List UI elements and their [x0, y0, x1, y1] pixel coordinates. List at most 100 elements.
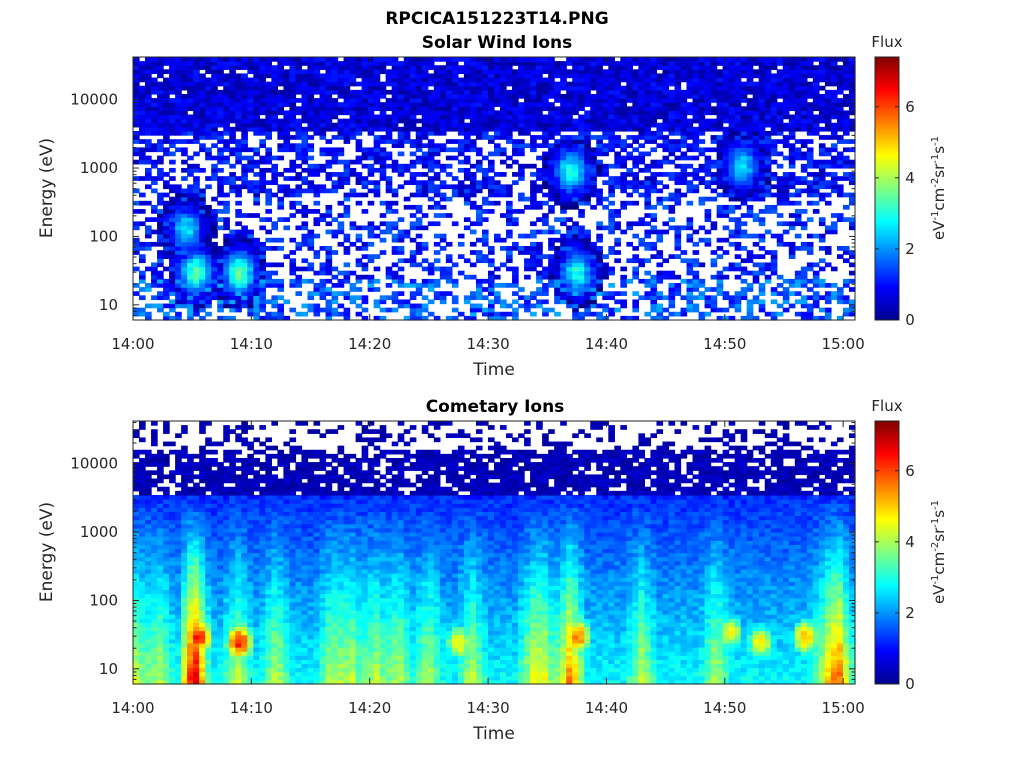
- heatmap-cell: [614, 221, 621, 227]
- heatmap-cell: [193, 69, 200, 75]
- heatmap-cell: [199, 118, 206, 124]
- heatmap-cell: [800, 209, 808, 214]
- heatmap-cell: [734, 98, 742, 103]
- heatmap-cell: [662, 89, 670, 95]
- heatmap-cell: [427, 57, 435, 62]
- heatmap-cell: [584, 188, 591, 194]
- heatmap-cell: [211, 130, 218, 136]
- heatmap-cell: [487, 287, 495, 292]
- heatmap-cell: [451, 93, 459, 99]
- heatmap-cell: [469, 204, 477, 210]
- heatmap-cell: [638, 130, 646, 136]
- heatmap-cell: [211, 167, 218, 173]
- heatmap-cell: [566, 303, 573, 309]
- heatmap-cell: [169, 196, 176, 202]
- heatmap-cell: [433, 126, 441, 132]
- heatmap-cell: [578, 250, 585, 255]
- heatmap-cell: [397, 106, 405, 112]
- heatmap-cell: [481, 77, 489, 83]
- heatmap-cell: [391, 278, 399, 284]
- heatmap-cell: [259, 315, 266, 321]
- heatmap-cell: [199, 217, 206, 222]
- heatmap-cell: [512, 73, 519, 79]
- heatmap-cell: [145, 81, 152, 87]
- heatmap-cell: [163, 192, 170, 198]
- heatmap-cell: [716, 291, 724, 296]
- heatmap-cell: [223, 81, 230, 87]
- heatmap-cell: [608, 209, 615, 214]
- heatmap-cell: [608, 139, 615, 144]
- heatmap-cell: [277, 217, 285, 222]
- heatmap-cell: [463, 98, 471, 103]
- heatmap-cell: [764, 250, 772, 255]
- heatmap-cell: [578, 81, 585, 87]
- heatmap-cell: [235, 209, 242, 214]
- heatmap-cell: [193, 307, 200, 313]
- heatmap-cell: [584, 241, 591, 247]
- heatmap-cell: [481, 307, 489, 313]
- heatmap-cell: [145, 283, 152, 288]
- heatmap-cell: [373, 106, 381, 112]
- heatmap-cell: [223, 303, 230, 309]
- heatmap-cell: [566, 81, 573, 87]
- heatmap-cell: [265, 151, 272, 157]
- heatmap-cell: [187, 77, 194, 83]
- heatmap-cell: [265, 270, 272, 276]
- heatmap-cell: [295, 130, 303, 136]
- heatmap-cell: [512, 270, 519, 276]
- heatmap-cell: [277, 102, 285, 107]
- heatmap-cell: [494, 114, 501, 120]
- heatmap-cell: [235, 299, 242, 305]
- heatmap-cell: [259, 258, 266, 264]
- heatmap-cell: [379, 307, 387, 313]
- heatmap-cell: [530, 250, 537, 255]
- heatmap-cell: [662, 196, 670, 202]
- heatmap-cell: [169, 291, 176, 296]
- heatmap-cell: [758, 192, 766, 198]
- heatmap-cell: [475, 69, 483, 75]
- heatmap-cell: [181, 159, 188, 165]
- heatmap-cell: [349, 287, 357, 292]
- heatmap-cell: [217, 295, 224, 301]
- heatmap-cell: [211, 85, 218, 91]
- heatmap-cell: [590, 61, 597, 66]
- heatmap-cell: [409, 180, 417, 185]
- heatmap-cell: [343, 118, 351, 124]
- heatmap-cell: [734, 118, 742, 124]
- heatmap-cell: [259, 295, 266, 301]
- heatmap-cell: [313, 303, 321, 309]
- heatmap-cell: [578, 61, 585, 66]
- heatmap-cell: [668, 69, 676, 75]
- heatmap-cell: [169, 188, 176, 194]
- heatmap-cell: [512, 85, 519, 91]
- heatmap-cell: [217, 98, 224, 103]
- heatmap-cell: [572, 200, 579, 206]
- heatmap-cell: [439, 57, 447, 62]
- heatmap-cell: [445, 147, 453, 153]
- heatmap-cell: [830, 180, 838, 185]
- heatmap-cell: [806, 118, 814, 124]
- heatmap-cell: [830, 126, 838, 132]
- heatmap-cell: [433, 118, 441, 124]
- heatmap-cell: [445, 65, 453, 70]
- heatmap-cell: [271, 77, 278, 83]
- heatmap-cell: [644, 69, 652, 75]
- heatmap-cell: [169, 167, 176, 173]
- heatmap-cell: [764, 81, 772, 87]
- heatmap-cell: [391, 69, 399, 75]
- heatmap-cell: [590, 311, 597, 317]
- heatmap-cell: [241, 57, 248, 62]
- heatmap-cell: [475, 126, 483, 132]
- heatmap-cell: [409, 77, 417, 83]
- heatmap-cell: [746, 159, 754, 165]
- heatmap-cell: [824, 246, 832, 251]
- heatmap-cell: [740, 155, 748, 161]
- heatmap-cell: [692, 135, 700, 140]
- heatmap-cell: [325, 307, 333, 313]
- heatmap-cell: [217, 147, 224, 153]
- heatmap-cell: [181, 102, 188, 107]
- heatmap-cell: [199, 110, 206, 116]
- heatmap-cell: [193, 209, 200, 214]
- heatmap-cell: [566, 85, 573, 91]
- heatmap-cell: [331, 311, 339, 317]
